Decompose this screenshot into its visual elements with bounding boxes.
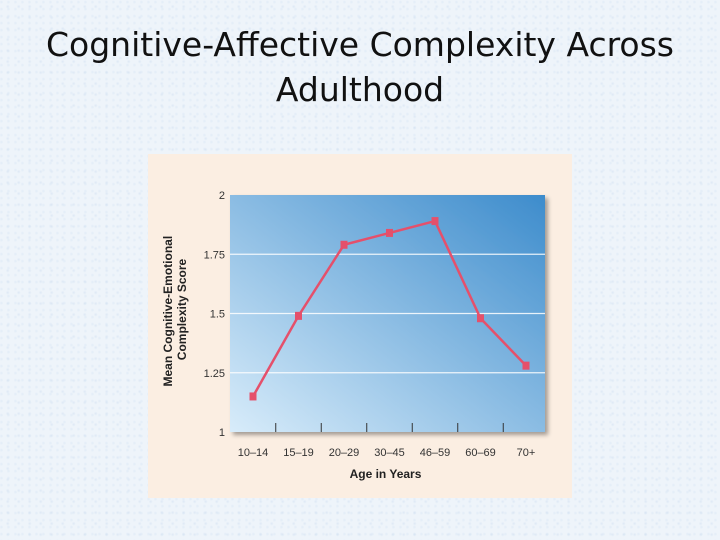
y-tick-label: 1 <box>219 427 225 439</box>
y-axis-title-line-1: Mean Cognitive-Emotional <box>161 236 175 387</box>
data-point <box>431 217 439 226</box>
data-points <box>249 217 530 401</box>
slide-title: Cognitive-Affective Complexity Across Ad… <box>0 22 720 112</box>
data-point <box>477 314 484 323</box>
y-tick-label: 1.25 <box>204 368 225 380</box>
x-tick-label: 10–14 <box>238 447 269 459</box>
y-axis-title-line-2: Complexity Score <box>175 258 189 360</box>
x-tick-label: 20–29 <box>329 447 360 459</box>
x-axis-ticks <box>275 423 504 432</box>
slide-title-line-1: Cognitive-Affective Complexity Across <box>46 25 674 64</box>
data-point <box>522 361 530 370</box>
x-tick-label: 30–45 <box>374 447 405 459</box>
data-point <box>386 228 393 237</box>
y-tick-label: 1.75 <box>204 249 225 261</box>
line-chart: 1 1.25 1.5 1.75 2 10–14 15–19 20–29 30–45 46–59 6… <box>161 190 545 481</box>
x-axis-title: Age in Years <box>350 467 422 481</box>
gridlines <box>230 253 545 374</box>
x-tick-label: 15–19 <box>283 447 314 459</box>
chart-panel: 1 1.25 1.5 1.75 2 10–14 15–19 20–29 30–45 46–59 6… <box>148 154 572 498</box>
y-tick-label: 2 <box>219 190 225 202</box>
x-axis-tick-labels: 10–14 15–19 20–29 30–45 46–59 60–69 70+ <box>238 447 536 459</box>
y-tick-label: 1.5 <box>210 309 225 321</box>
x-tick-label: 46–59 <box>420 447 451 459</box>
y-axis-title: Mean Cognitive-Emotional Complexity Scor… <box>161 232 189 386</box>
data-point <box>340 240 348 249</box>
x-tick-label: 70+ <box>517 447 536 459</box>
y-axis-tick-labels: 1 1.25 1.5 1.75 2 <box>204 190 225 439</box>
data-point <box>295 311 302 320</box>
slide-title-line-2: Adulthood <box>275 70 445 109</box>
x-tick-label: 60–69 <box>465 447 496 459</box>
data-point <box>249 392 257 401</box>
